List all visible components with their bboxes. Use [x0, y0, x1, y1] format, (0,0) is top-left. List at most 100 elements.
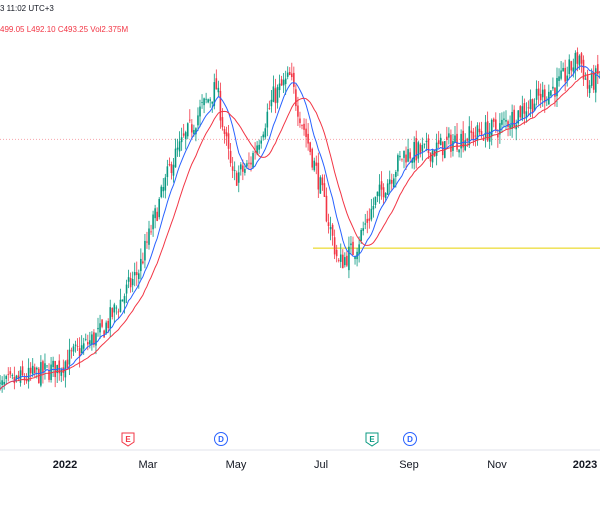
- candle: [413, 136, 415, 170]
- candle: [197, 107, 199, 131]
- candle: [113, 302, 116, 323]
- candle: [301, 124, 303, 130]
- dividend-marker[interactable]: D: [403, 432, 417, 446]
- candle: [280, 75, 283, 86]
- earnings-marker[interactable]: E: [365, 432, 379, 447]
- candle: [368, 208, 371, 229]
- candle: [382, 183, 385, 205]
- candle: [168, 157, 171, 167]
- candle: [293, 66, 295, 94]
- candle: [270, 89, 273, 113]
- candle: [260, 136, 262, 149]
- candle: [74, 340, 77, 353]
- candle: [499, 113, 501, 144]
- candle: [441, 141, 444, 162]
- candle: [319, 175, 322, 194]
- x-tick-label: 2023: [573, 459, 597, 471]
- candle: [274, 78, 277, 114]
- candle: [176, 138, 179, 157]
- candle: [597, 54, 599, 84]
- candle: [380, 171, 383, 200]
- candle: [258, 139, 260, 154]
- candle: [339, 243, 342, 268]
- candle: [470, 120, 473, 140]
- candle: [164, 173, 167, 199]
- candle: [231, 156, 234, 179]
- candle: [109, 299, 112, 338]
- event-label: D: [407, 435, 413, 444]
- candle: [303, 118, 305, 136]
- candle: [584, 72, 587, 80]
- candle: [3, 374, 5, 390]
- candle: [409, 148, 411, 163]
- candle: [174, 138, 177, 168]
- candle: [17, 370, 20, 381]
- candle: [166, 159, 169, 186]
- candle: [397, 153, 399, 177]
- candle: [415, 130, 418, 169]
- candle: [152, 210, 154, 237]
- candle: [364, 213, 367, 230]
- candle: [127, 269, 130, 289]
- candle: [291, 62, 293, 81]
- candle: [568, 54, 571, 80]
- candle: [46, 365, 48, 369]
- candle: [486, 111, 489, 142]
- candle: [548, 84, 550, 105]
- candle: [517, 110, 520, 129]
- candle: [348, 236, 350, 279]
- candle: [521, 95, 524, 122]
- candle: [72, 343, 75, 357]
- x-tick-label: Mar: [139, 459, 158, 471]
- candle: [70, 347, 73, 359]
- earnings-marker[interactable]: E: [121, 432, 135, 447]
- candle: [333, 229, 336, 260]
- candle: [511, 104, 513, 138]
- candle: [313, 157, 316, 172]
- candle: [266, 103, 269, 137]
- candle: [186, 122, 189, 140]
- candle: [378, 174, 381, 204]
- x-tick-label: Nov: [487, 459, 507, 471]
- candle: [446, 126, 448, 149]
- candle: [84, 333, 87, 342]
- candle: [268, 100, 271, 110]
- candle: [278, 74, 281, 98]
- candle: [366, 210, 369, 234]
- candle: [531, 98, 534, 119]
- candle: [592, 64, 595, 93]
- candle: [346, 250, 348, 268]
- candle: [138, 269, 140, 289]
- candle: [362, 221, 364, 236]
- candle: [33, 363, 36, 378]
- candle: [564, 59, 566, 92]
- candle: [437, 131, 440, 149]
- candle: [146, 231, 148, 249]
- candle: [474, 126, 477, 147]
- candle: [115, 305, 118, 315]
- candle: [431, 148, 434, 168]
- candle: [297, 96, 299, 126]
- candle: [370, 198, 373, 222]
- candle: [546, 96, 548, 107]
- candle: [237, 165, 240, 193]
- candle: [501, 112, 503, 134]
- candle: [25, 373, 28, 384]
- candle: [527, 100, 530, 116]
- candle: [307, 123, 309, 151]
- candle: [311, 147, 313, 171]
- dividend-marker[interactable]: D: [214, 432, 228, 446]
- candle: [331, 223, 334, 246]
- candle: [60, 367, 63, 383]
- chart-header-time: 3 11:02 UTC+3: [0, 4, 54, 13]
- candle: [327, 213, 330, 234]
- candle: [384, 192, 387, 202]
- candle: [178, 131, 181, 157]
- candle: [456, 123, 458, 152]
- candle: [240, 162, 242, 176]
- candle: [374, 196, 377, 209]
- candle: [64, 360, 67, 388]
- candle: [111, 307, 114, 320]
